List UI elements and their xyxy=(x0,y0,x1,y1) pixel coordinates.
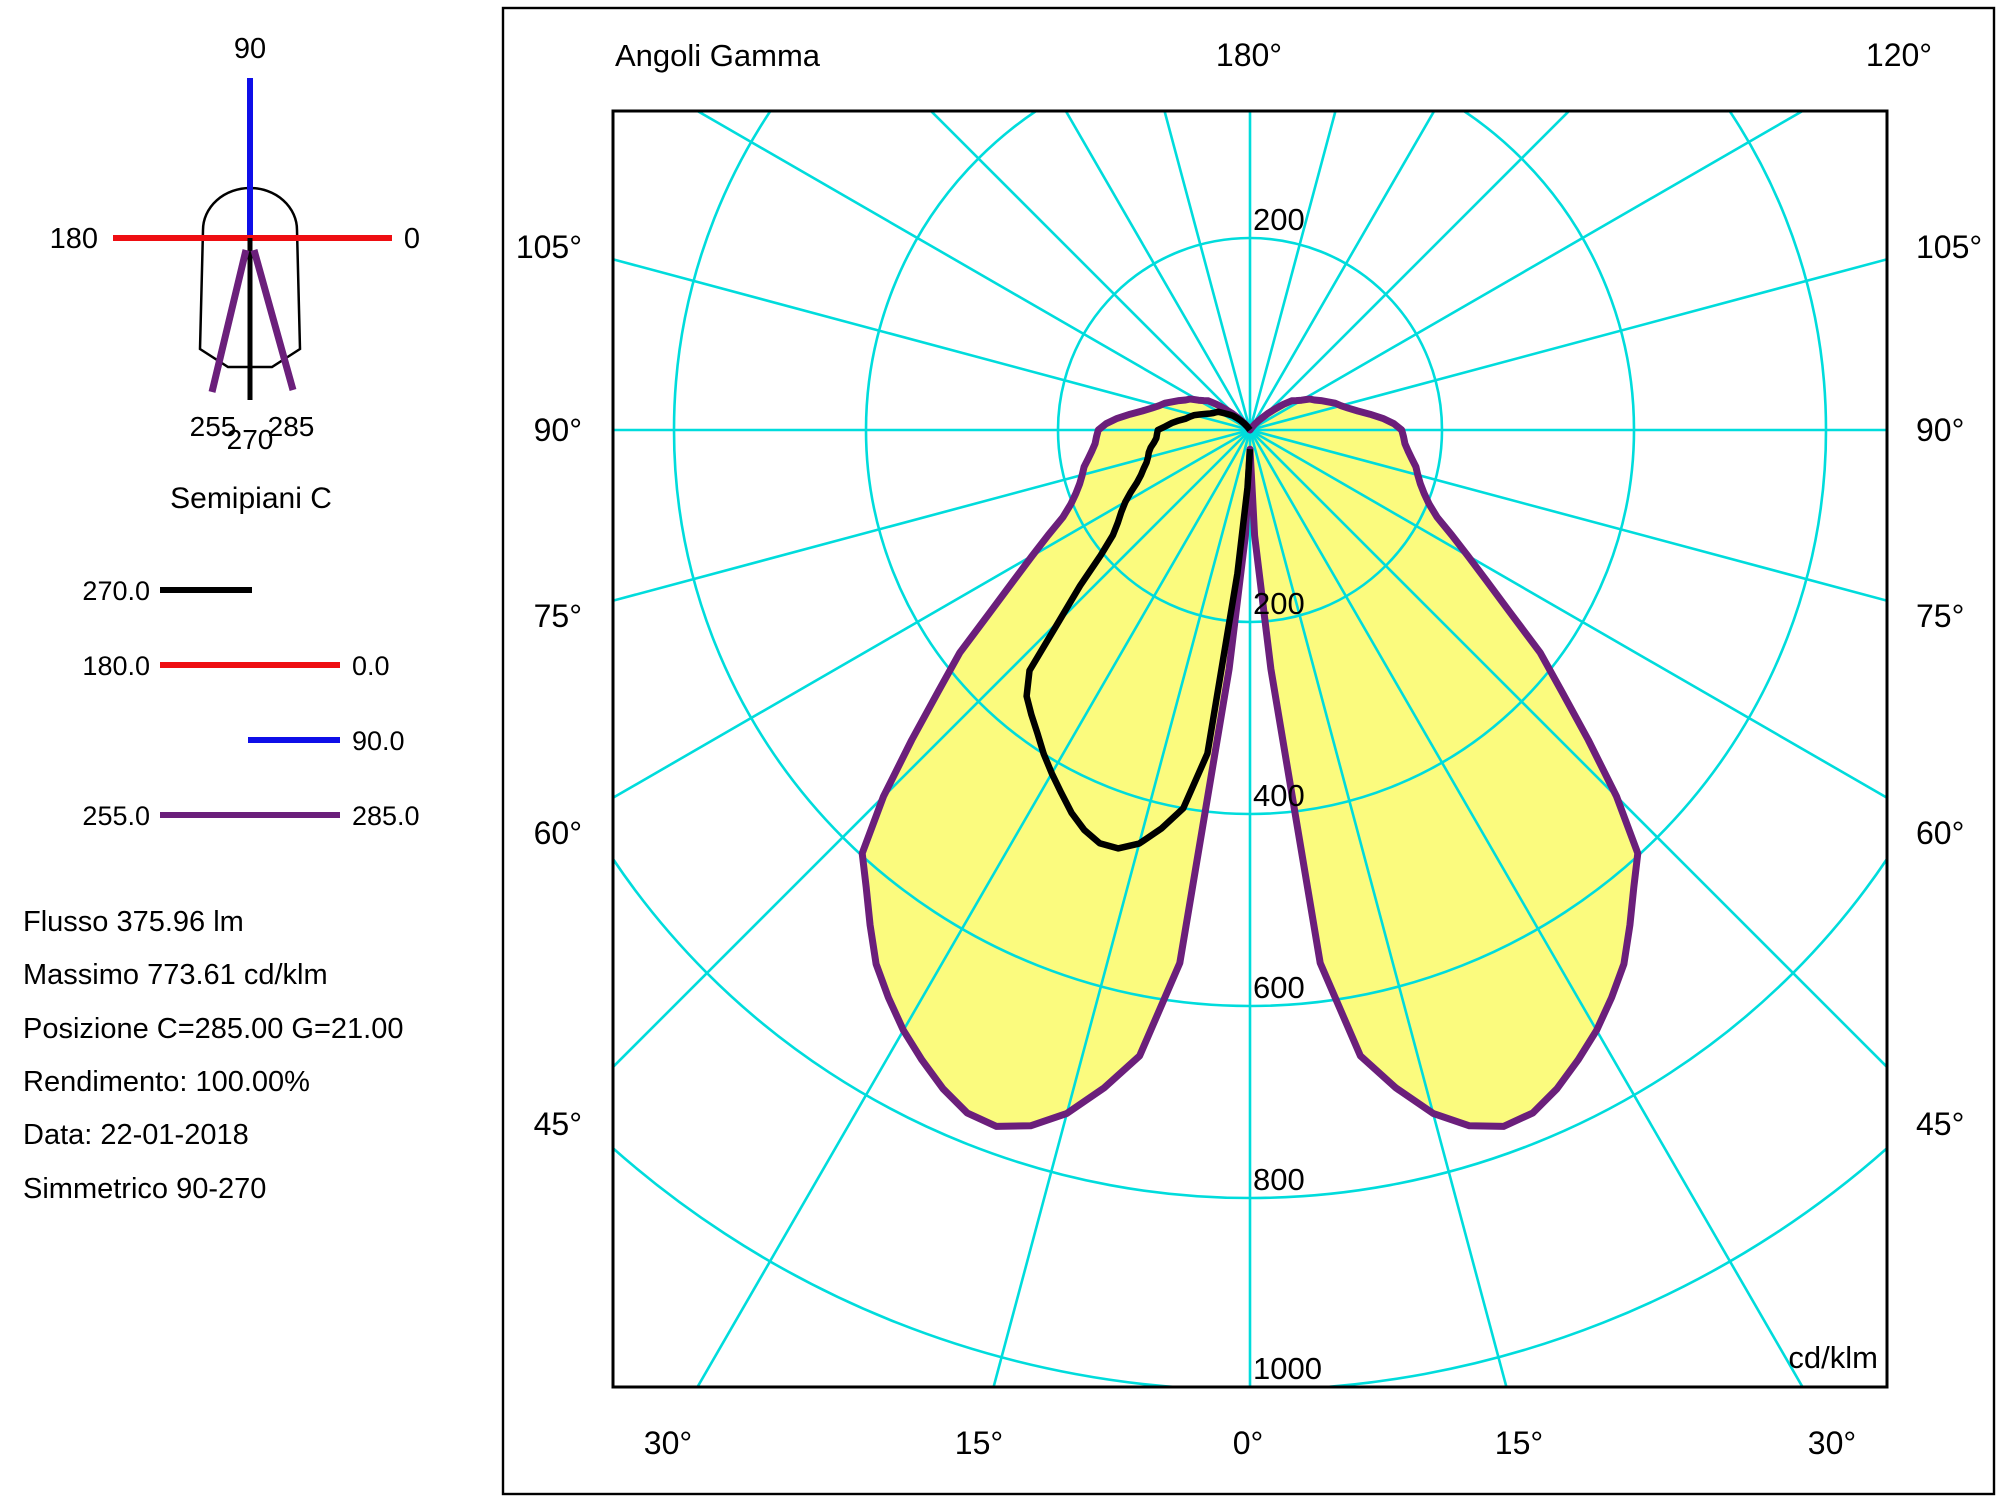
c-planes-panel: 90 180 0 255 270 285 Semipiani C 270.0 18… xyxy=(23,33,420,1205)
info-line: Data: 22-01-2018 xyxy=(23,1119,249,1151)
grid-ray xyxy=(1249,429,1887,1069)
symbol-270-label: 270 xyxy=(227,424,274,455)
ring-value-label: 800 xyxy=(1253,1162,1305,1197)
gamma-label-right: 75° xyxy=(1916,598,1964,634)
legend-left-label: 270.0 xyxy=(82,576,150,606)
info-line: Flusso 375.96 lm xyxy=(23,906,244,938)
gamma-angle-labels: 105° 105° 90° 90° 75° 75° 60° 60° 45° 45° 30° 15° 0°… xyxy=(516,229,1982,1461)
distribution-curves xyxy=(858,395,1642,1130)
gamma-label-right: 105° xyxy=(1916,229,1982,265)
grid-ray xyxy=(1249,428,1887,603)
photometric-solid-fill xyxy=(862,399,1638,1127)
grid-ray xyxy=(1249,111,1806,432)
gamma-label-right: 45° xyxy=(1916,1106,1964,1142)
legend-right-label: 90.0 xyxy=(352,726,405,756)
gamma-label-120: 120° xyxy=(1866,37,1932,73)
grid-ray xyxy=(992,429,1252,1387)
gamma-label-bottom: 30° xyxy=(1808,1425,1856,1461)
bulb-outline xyxy=(198,186,302,369)
ring-value-label: 400 xyxy=(1253,778,1305,813)
grid-ray xyxy=(613,257,1251,432)
grid-ray xyxy=(1163,111,1252,431)
gamma-label-bottom: 0° xyxy=(1233,1425,1264,1461)
c-plane-legend: 270.0 180.0 0.0 90.0 255.0 285.0 xyxy=(82,576,419,831)
grid-ray xyxy=(695,429,1252,1387)
luminaire-symbol xyxy=(113,78,392,400)
unit-label: cd/klm xyxy=(1788,1340,1878,1375)
chart-outer-border xyxy=(501,6,1996,1496)
grid-ray xyxy=(613,429,1251,1069)
gamma-label-bottom: 15° xyxy=(1495,1425,1543,1461)
symbol-90-label: 90 xyxy=(234,33,266,65)
grid-ray xyxy=(1064,111,1252,431)
grid-ray xyxy=(1249,428,1887,800)
distribution-fill xyxy=(862,399,1638,1127)
grid-ray xyxy=(613,428,1251,603)
grid-ray xyxy=(1248,429,1508,1387)
grid-ray xyxy=(929,111,1251,431)
curve-c270 xyxy=(1023,408,1254,852)
chart-title: Angoli Gamma xyxy=(615,38,821,73)
grid-ray xyxy=(1249,111,1571,431)
gamma-label-left: 105° xyxy=(516,229,582,265)
grid-ray xyxy=(613,428,1251,800)
gamma-label-left: 60° xyxy=(534,815,582,851)
legend-row: 270.0 xyxy=(82,576,252,606)
grid-ray xyxy=(1248,429,1805,1387)
legend-row: 180.0 0.0 xyxy=(82,651,389,681)
legend-right-label: 0.0 xyxy=(352,651,390,681)
info-line: Simmetrico 90-270 xyxy=(23,1173,266,1205)
info-line: Rendimento: 100.00% xyxy=(23,1066,310,1098)
gamma-label-180: 180° xyxy=(1216,37,1282,73)
gamma-label-right: 60° xyxy=(1916,815,1964,851)
gamma-label-left: 75° xyxy=(534,598,582,634)
legend-left-label: 180.0 xyxy=(82,651,150,681)
gamma-label-left: 45° xyxy=(534,1106,582,1142)
ring-value-label: 200 xyxy=(1253,202,1305,237)
legend-right-label: 285.0 xyxy=(352,801,420,831)
ring-value-label: 600 xyxy=(1253,970,1305,1005)
symbol-axis-255 xyxy=(208,249,250,393)
gamma-label-right: 90° xyxy=(1916,412,1964,448)
grid-ray xyxy=(1248,111,1337,431)
radial-scale-labels: 200 200 400 600 800 1000 xyxy=(1253,202,1322,1386)
symbol-285-label: 285 xyxy=(268,411,315,442)
grid-ray xyxy=(1249,257,1887,432)
info-line: Massimo 773.61 cd/klm xyxy=(23,959,328,991)
grid-ray xyxy=(1248,111,1436,431)
symbol-axis-285 xyxy=(250,249,297,391)
symbol-255-label: 255 xyxy=(190,411,237,442)
grid-ray xyxy=(694,111,1251,432)
legend-left-label: 255.0 xyxy=(82,801,150,831)
symbol-180-label: 180 xyxy=(50,223,98,255)
symbol-0-label: 0 xyxy=(404,223,420,255)
gamma-label-bottom: 30° xyxy=(644,1425,692,1461)
photometry-info: Flusso 375.96 lm Massimo 773.61 cd/klm Pos… xyxy=(23,906,404,1205)
plot-frame xyxy=(611,109,1889,1389)
semipiani-title: Semipiani C xyxy=(170,482,332,515)
info-line: Posizione C=285.00 G=21.00 xyxy=(23,1013,404,1045)
gamma-label-left: 90° xyxy=(534,412,582,448)
ring-value-label: 1000 xyxy=(1253,1351,1322,1386)
legend-row: 255.0 285.0 xyxy=(82,801,419,831)
gamma-label-bottom: 15° xyxy=(955,1425,1003,1461)
ring-value-label: 200 xyxy=(1253,586,1305,621)
legend-row: 90.0 xyxy=(248,726,405,756)
